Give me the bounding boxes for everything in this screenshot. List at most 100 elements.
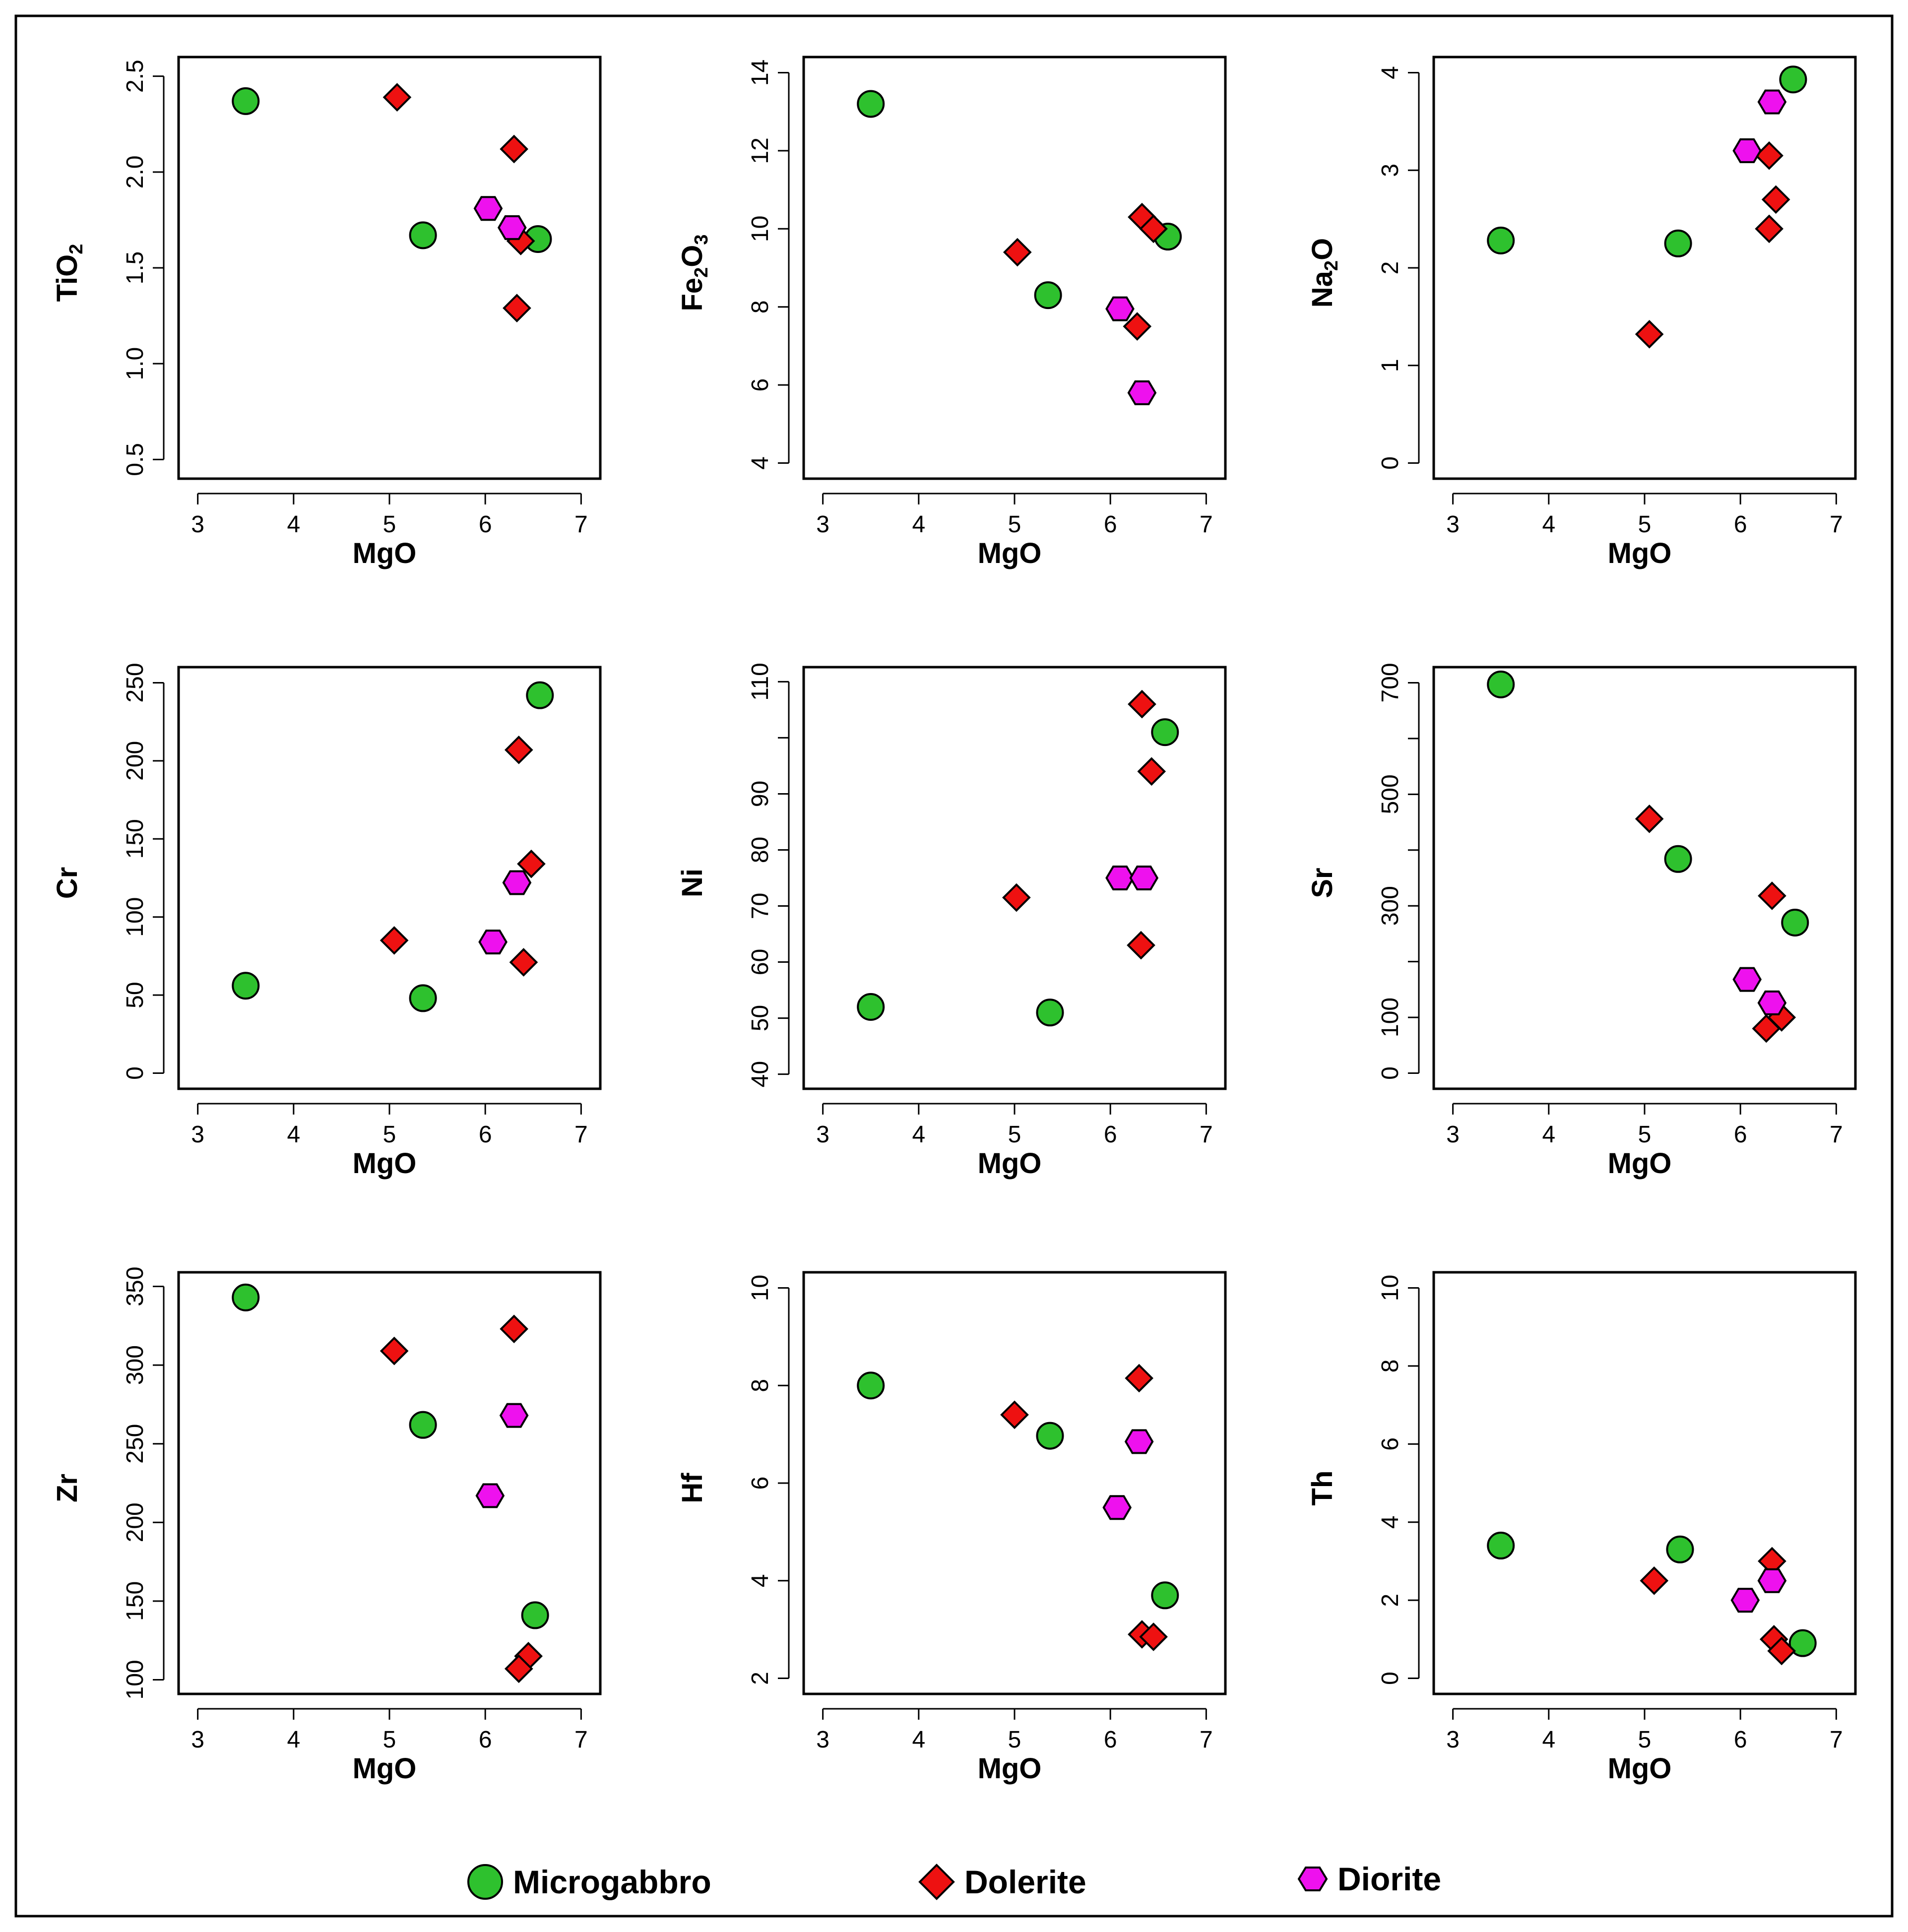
y-tick-label: 0.5 [122, 443, 148, 476]
x-axis-title: MgO [978, 1752, 1042, 1785]
x-tick-label: 6 [1104, 511, 1117, 538]
x-tick-label: 5 [383, 1122, 396, 1148]
y-tick-label: 4 [1377, 66, 1403, 79]
x-tick-label: 6 [1104, 1122, 1117, 1148]
panel-8: 3 4 5 6 7 MgO 2 4 6 8 10 Hf [676, 1271, 1227, 1785]
panel-9: 3 4 5 6 7 MgO 0 2 4 6 8 10 Th [1306, 1271, 1857, 1785]
y-axis-title: Th [1306, 1471, 1338, 1506]
dolerite-point [1000, 1400, 1029, 1430]
x-tick-label: 7 [1830, 1727, 1843, 1753]
y-axis-title: TiO2 [51, 244, 87, 302]
x-tick-label: 5 [1638, 1122, 1652, 1148]
y-axis-title-part: Ni [676, 869, 708, 897]
x-tick-label: 5 [383, 511, 396, 538]
plot-frame [177, 666, 602, 1090]
microgabbro-point [857, 90, 885, 118]
microgabbro-point [857, 993, 885, 1021]
diorite-point [1105, 866, 1135, 890]
y-tick-label: 110 [747, 663, 773, 701]
legend-marker-dolerite [918, 1864, 955, 1900]
x-tick-label: 6 [1104, 1727, 1117, 1753]
x-tick-label: 4 [1542, 1727, 1555, 1753]
y-axis-title: Sr [1306, 868, 1338, 898]
dolerite-point [382, 83, 412, 112]
x-tick-label: 7 [1200, 511, 1213, 538]
y-tick-label: 60 [747, 949, 773, 975]
y-tick-label: 40 [747, 1061, 773, 1087]
dolerite-point [517, 849, 546, 878]
y-tick-label: 3 [1377, 164, 1403, 177]
x-tick-label: 6 [1734, 1122, 1747, 1148]
y-tick-label: 8 [747, 300, 773, 313]
y-tick-label: 70 [747, 893, 773, 919]
x-tick-label: 7 [574, 511, 588, 538]
y-tick-label: 250 [122, 1424, 148, 1464]
y-axis-title-subscript: 2 [66, 244, 87, 254]
x-axis-title: MgO [353, 1752, 417, 1785]
microgabbro-point [1487, 226, 1515, 254]
x-tick-label: 7 [1830, 511, 1843, 538]
dolerite-point [1139, 1622, 1168, 1651]
y-axis-title: Cr [51, 867, 83, 899]
dolerite-point [500, 1314, 528, 1344]
y-axis-title: Ni [676, 869, 708, 897]
y-axis-title-part: Sr [1306, 868, 1338, 898]
y-tick-label: 90 [747, 781, 773, 807]
microgabbro-point [1779, 65, 1807, 94]
dolerite-point [1761, 185, 1790, 214]
plot-frame [1432, 1271, 1857, 1695]
y-axis-title-part: Th [1306, 1471, 1338, 1506]
x-tick-label: 6 [1734, 511, 1747, 538]
y-tick-label: 6 [747, 1477, 773, 1490]
x-axis-title: MgO [353, 537, 417, 569]
microgabbro-point [526, 681, 554, 709]
microgabbro-point [409, 1411, 437, 1439]
panel-6: 3 4 5 6 7 MgO 0 100 300 500 700 Sr [1306, 663, 1857, 1180]
x-tick-label: 4 [912, 511, 925, 538]
plot-frame [177, 1271, 602, 1695]
figure-border [14, 14, 1894, 1918]
plot-frame [802, 666, 1227, 1090]
x-tick-label: 6 [479, 1727, 492, 1753]
y-axis-title: Hf [676, 1473, 708, 1503]
y-tick-label: 100 [122, 897, 148, 937]
y-tick-label: 50 [122, 982, 148, 1008]
microgabbro-point [232, 1283, 260, 1311]
x-tick-label: 5 [1638, 511, 1652, 538]
dolerite-point [1635, 319, 1664, 349]
diorite-point [1730, 1588, 1760, 1613]
microgabbro-point [857, 1371, 885, 1400]
microgabbro-point [1151, 718, 1179, 747]
microgabbro-point [1664, 845, 1692, 873]
y-tick-label: 0 [1377, 1066, 1403, 1080]
dolerite-point [1002, 883, 1031, 912]
y-tick-label: 100 [122, 1660, 148, 1699]
diorite-point [478, 930, 508, 955]
dolerite-point [1755, 214, 1783, 244]
panel-1: 3 4 5 6 7 MgO 0.5 1.0 1.5 2.0 2.5 TiO2 [51, 56, 602, 569]
dolerite-point [509, 948, 538, 977]
y-axis-title: Zr [51, 1474, 83, 1502]
y-tick-label: 500 [1377, 774, 1403, 814]
dolerite-point [1640, 1566, 1669, 1595]
microgabbro-point [1151, 1581, 1179, 1610]
diorite-point [1732, 138, 1762, 163]
dolerite-point [1635, 804, 1664, 833]
legend-label-diorite: Diorite [1337, 1861, 1441, 1897]
y-tick-label: 150 [122, 1581, 148, 1621]
dolerite-point [1758, 881, 1786, 910]
dolerite-point [1127, 931, 1155, 960]
y-tick-label: 6 [1377, 1437, 1403, 1451]
panel-5: 3 4 5 6 7 MgO 40 50 60 70 80 90 110 Ni [676, 663, 1227, 1180]
microgabbro-point [1036, 1422, 1064, 1450]
dolerite-point [1139, 214, 1168, 244]
y-axis-title-part: Zr [51, 1474, 83, 1502]
x-tick-label: 7 [574, 1122, 588, 1148]
dolerite-point [380, 926, 409, 955]
y-tick-label: 200 [122, 741, 148, 781]
diorite-point [1732, 967, 1762, 992]
x-tick-label: 3 [816, 1122, 829, 1148]
